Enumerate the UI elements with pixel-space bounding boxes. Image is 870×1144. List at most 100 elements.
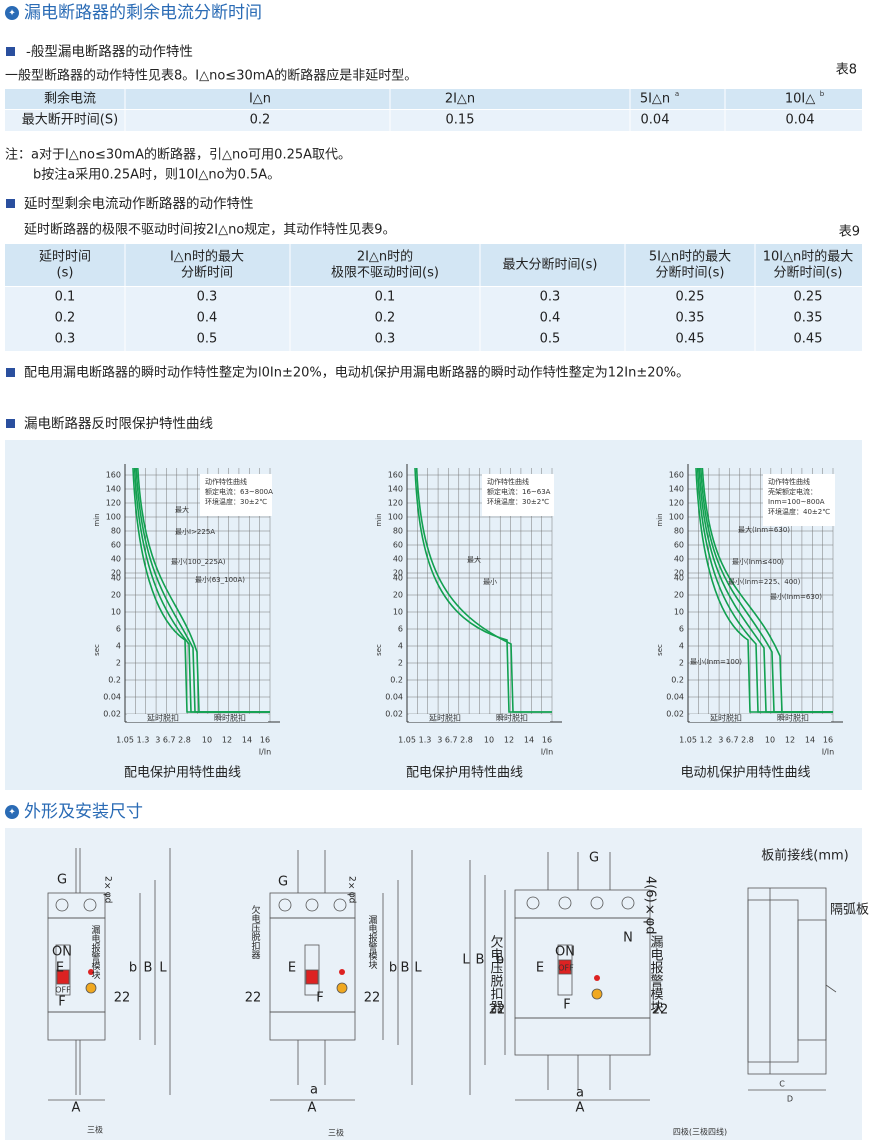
intro: 延时断路器的极限不驱动时间按2I△no规定，其动作特性见表9。 [24,222,396,238]
y-label: 2 [398,659,403,668]
info-text: 动作特性曲线 [205,477,247,486]
x-label: 10 [202,736,212,745]
y-label: 40 [674,574,684,583]
table-cell: 0.4 [540,311,561,326]
dimension-label: b [129,961,137,976]
y-label: 160 [388,471,403,480]
y-label: 100 [106,513,121,522]
curve [414,467,552,713]
zone-band [127,714,268,722]
table-header: 分断时间 [181,266,233,281]
y-label: 80 [393,527,403,536]
dimension-label: E [536,961,544,976]
dimension-label: N [623,931,633,946]
curve-label: 最小(Inm=100) [690,657,742,666]
table-header-band [5,89,862,109]
dimension-label: OFF [558,964,574,973]
y-label: 80 [111,527,121,536]
y-label: 4 [398,642,403,651]
table-header: I△n时的最大 [170,249,244,265]
y-label: 100 [388,513,403,522]
table-header: 分断时间(s) [774,266,843,281]
curve [700,467,833,713]
table-header: 10I△n时的最大 [763,249,854,265]
y-label: 20 [393,591,403,600]
table-cell: 最大断开时间(S) [22,113,118,128]
table-cell: 0.04 [786,113,815,128]
y-label: 20 [674,569,684,578]
info-box [200,474,272,516]
y-label: 0.02 [103,710,121,719]
curve [135,467,270,713]
y-label: 60 [111,541,121,550]
y-label: 2 [679,659,684,668]
y-label: 120 [106,499,121,508]
y-label: 40 [111,555,121,564]
x-label: 14 [524,736,534,745]
bullet [6,199,15,208]
x-label: 14 [805,736,815,745]
svg-text:✦: ✦ [8,9,16,19]
dimension-label: F [58,995,65,1010]
curve-label: 最小 [483,577,497,586]
x-axis-label: I/In [259,748,271,757]
dimension-label: 22 [489,1003,506,1018]
dimension-label: b [496,953,504,968]
superscript: b [820,90,825,98]
axis-unit: sec [656,644,664,656]
table-cell: 0.25 [676,290,705,305]
y-label: 60 [674,541,684,550]
note: 注：a对于I△no≤30mA的断路器，引△no可用0.25A取代。 [5,147,351,163]
y-label: 160 [669,471,684,480]
table-cell: 0.35 [794,311,823,326]
table-header: I△n [249,92,271,107]
curve [698,467,833,713]
table-cell: 0.45 [794,332,823,347]
x-label: 16 [542,736,552,745]
info-text: 额定电流：16~63A [487,487,551,496]
y-label: 120 [669,499,684,508]
x-label: 1.3 [137,736,150,745]
table-header: 2I△n [445,92,475,107]
zone-label: 瞬时脱扣 [214,713,246,723]
y-label: 140 [106,485,121,494]
table-cell: 0.3 [540,290,561,305]
paragraph: 配电用漏电断路器的瞬时动作特性整定为l0In±20%，电动机保护用漏电断路器的瞬… [24,365,689,381]
curve-label: 最大 [175,505,189,514]
curve-label: 最小(Inm=630) [770,592,822,601]
heading: 延时型剩余电流动作断路器的动作特性 [24,195,254,212]
dimension-label: G [57,873,67,888]
heading: 漏电断路器反时限保护特性曲线 [24,416,213,432]
axis-unit: min [375,513,383,526]
table-row-band [5,287,862,351]
x-label: 3 6.7 2.8 [718,736,754,745]
x-label: 1.3 [419,736,432,745]
y-label: 0.02 [385,710,403,719]
side-title: 板前接线(mm) [761,848,848,864]
x-label: 1.05 [679,736,697,745]
curve-label: 最小(Inm≤400) [732,557,784,566]
info-text: 动作特性曲线 [487,477,529,486]
x-label: 12 [785,736,795,745]
note: b按注a采用0.25A时，则10I△no为0.5A。 [33,168,280,183]
dimension-label: a [310,1083,318,1098]
bullet [6,419,15,428]
x-label: 1.2 [700,736,713,745]
zone-label: 延时脱扣 [429,713,461,723]
y-label: 160 [106,471,121,480]
curve [133,467,270,713]
y-label: 40 [393,555,403,564]
info-text: 环境温度：40±2℃ [768,507,830,516]
info-box [482,474,554,516]
table-header-band [5,244,862,286]
zone-label: 延时脱扣 [147,713,179,723]
y-label: 0.2 [390,676,403,685]
view-caption: 三极 [328,1128,344,1138]
zone-band [690,714,831,722]
table-cell: 0.2 [250,113,271,128]
y-label: 120 [388,499,403,508]
axis-unit: min [93,513,101,526]
y-label: 6 [398,625,403,634]
table-cell: 0.1 [375,290,396,305]
x-axis-label: I/In [822,748,834,757]
